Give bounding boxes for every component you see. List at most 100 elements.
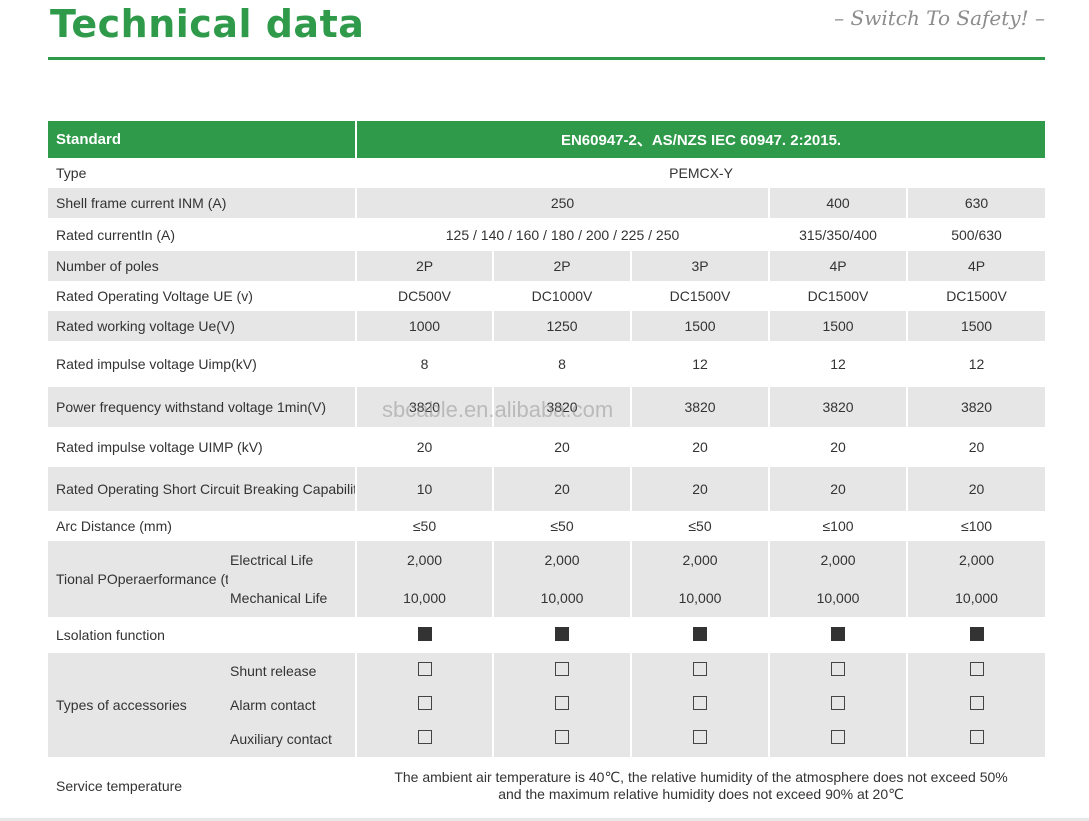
impulse-value: 12 xyxy=(906,341,1046,387)
mechanical-life-value: 10,000 xyxy=(403,590,446,606)
poles-value: 2P xyxy=(355,251,494,281)
type-label: Type xyxy=(56,165,87,181)
mechanical-life-value: 10,000 xyxy=(955,590,998,606)
shell-label: Shell frame current INM (A) xyxy=(56,195,227,211)
accessories-label: Types of accessories xyxy=(56,697,187,713)
service-text-line: and the maximum relative humidity does n… xyxy=(498,786,904,802)
electrical-life-value: 2,000 xyxy=(682,552,718,568)
power-freq-value: 3820 xyxy=(492,387,632,427)
breaking-value: 20 xyxy=(492,467,632,511)
table-row-service-temperature: Service temperature The ambient air temp… xyxy=(48,757,1046,815)
empty-square-icon xyxy=(555,730,570,744)
standard-label: Standard xyxy=(48,121,357,158)
title-divider xyxy=(48,57,1045,60)
arc-value: ≤50 xyxy=(492,511,632,541)
poles-value: 2P xyxy=(492,251,632,281)
poles-value: 4P xyxy=(768,251,908,281)
table-row-shell-frame: Shell frame current INM (A) 250 400 630 xyxy=(48,188,1046,218)
op-voltage-value: DC1500V xyxy=(768,281,908,311)
empty-square-icon xyxy=(831,662,846,676)
isolation-filled-square-icon xyxy=(693,626,708,641)
rated-current-value: 125 / 140 / 160 / 180 / 200 / 225 / 250 xyxy=(355,218,770,251)
arc-value: ≤100 xyxy=(906,511,1046,541)
table-row-standard: Standard EN60947-2、AS/NZS IEC 60947. 2:2… xyxy=(48,121,1046,158)
op-voltage-value: DC1500V xyxy=(906,281,1046,311)
shell-value: 630 xyxy=(906,188,1046,218)
mechanical-life-value: 10,000 xyxy=(678,590,722,606)
arc-label: Arc Distance (mm) xyxy=(56,518,172,534)
table-row-impulse-uimp: Rated impulse voltage UIMP (kV) 20 20 20… xyxy=(48,427,1046,467)
auxiliary-contact-label: Auxiliary contact xyxy=(230,731,332,747)
poles-label: Number of poles xyxy=(56,258,159,274)
empty-square-icon xyxy=(693,730,708,744)
empty-square-icon xyxy=(693,696,708,710)
rated-current-value: 315/350/400 xyxy=(768,218,908,251)
empty-square-icon xyxy=(555,662,570,676)
performance-label: Tional POperaerformance (times) xyxy=(56,571,228,587)
impulse2-label: Rated impulse voltage UIMP (kV) xyxy=(56,439,263,455)
bottom-edge xyxy=(0,818,1089,821)
work-voltage-value: 1250 xyxy=(492,311,632,341)
empty-square-icon xyxy=(417,696,432,710)
power-freq-value: 3820 xyxy=(630,387,770,427)
work-voltage-value: 1500 xyxy=(906,311,1046,341)
table-row-accessories: Types of accessories Shunt release Alarm… xyxy=(48,653,1046,757)
empty-square-icon xyxy=(969,730,984,744)
op-voltage-value: DC1000V xyxy=(492,281,632,311)
arc-value: ≤100 xyxy=(768,511,908,541)
electrical-life-value: 2,000 xyxy=(406,552,443,568)
work-voltage-value: 1500 xyxy=(768,311,908,341)
empty-square-icon xyxy=(417,730,432,744)
page-title: Technical data xyxy=(50,2,365,46)
poles-value: 3P xyxy=(630,251,770,281)
table-row-operating-voltage: Rated Operating Voltage UE (v) DC500V DC… xyxy=(48,281,1046,311)
impulse2-value: 20 xyxy=(355,427,494,467)
arc-value: ≤50 xyxy=(630,511,770,541)
table-row-poles: Number of poles 2P 2P 3P 4P 4P xyxy=(48,251,1046,281)
breaking-label: Rated Operating Short Circuit Breaking C… xyxy=(56,481,356,497)
impulse2-value: 20 xyxy=(906,427,1046,467)
table-row-power-frequency: Power frequency withstand voltage 1min(V… xyxy=(48,387,1046,427)
type-value: PEMCX-Y xyxy=(355,158,1046,188)
impulse-value: 12 xyxy=(768,341,908,387)
shunt-release-label: Shunt release xyxy=(230,663,317,679)
standard-value: EN60947-2、AS/NZS IEC 60947. 2:2015. xyxy=(355,121,1046,158)
impulse2-value: 20 xyxy=(630,427,770,467)
empty-square-icon xyxy=(969,696,984,710)
power-freq-value: 3820 xyxy=(906,387,1046,427)
rated-current-value: 500/630 xyxy=(906,218,1046,251)
service-text-line: The ambient air temperature is 40℃, the … xyxy=(394,769,1008,785)
empty-square-icon xyxy=(417,662,432,676)
breaking-value: 10 xyxy=(355,467,494,511)
alarm-contact-label: Alarm contact xyxy=(230,697,316,713)
table-row-isolation: Lsolation function xyxy=(48,617,1046,653)
impulse-value: 8 xyxy=(492,341,632,387)
impulse-value: 8 xyxy=(355,341,494,387)
impulse2-value: 20 xyxy=(492,427,632,467)
work-voltage-value: 1500 xyxy=(630,311,770,341)
table-row-type: Type PEMCX-Y xyxy=(48,158,1046,188)
power-freq-value: 3820 xyxy=(768,387,908,427)
rated-current-label: Rated currentIn (A) xyxy=(56,226,176,243)
poles-value: 4P xyxy=(906,251,1046,281)
mechanical-life-value: 10,000 xyxy=(816,590,860,606)
breaking-value: 20 xyxy=(768,467,908,511)
isolation-filled-square-icon xyxy=(417,626,432,641)
breaking-value: 20 xyxy=(630,467,770,511)
isolation-filled-square-icon xyxy=(555,626,570,641)
isolation-label: Lsolation function xyxy=(56,627,165,643)
table-row-rated-current: Rated currentIn (A) 125 / 140 / 160 / 18… xyxy=(48,218,1046,251)
op-voltage-label: Rated Operating Voltage UE (v) xyxy=(56,288,253,304)
work-voltage-value: 1000 xyxy=(355,311,494,341)
electrical-life-value: 2,000 xyxy=(544,552,580,568)
technical-data-table: Standard EN60947-2、AS/NZS IEC 60947. 2:2… xyxy=(48,121,1046,815)
impulse-label: Rated impulse voltage Uimp(kV) xyxy=(56,356,257,372)
electrical-life-label: Electrical Life xyxy=(230,552,314,568)
empty-square-icon xyxy=(969,662,984,676)
op-voltage-value: DC1500V xyxy=(630,281,770,311)
power-freq-label: Power frequency withstand voltage 1min(V… xyxy=(56,399,327,415)
empty-square-icon xyxy=(831,730,846,744)
table-row-arc-distance: Arc Distance (mm) ≤50 ≤50 ≤50 ≤100 ≤100 xyxy=(48,511,1046,541)
empty-square-icon xyxy=(693,662,708,676)
impulse-value: 12 xyxy=(630,341,770,387)
